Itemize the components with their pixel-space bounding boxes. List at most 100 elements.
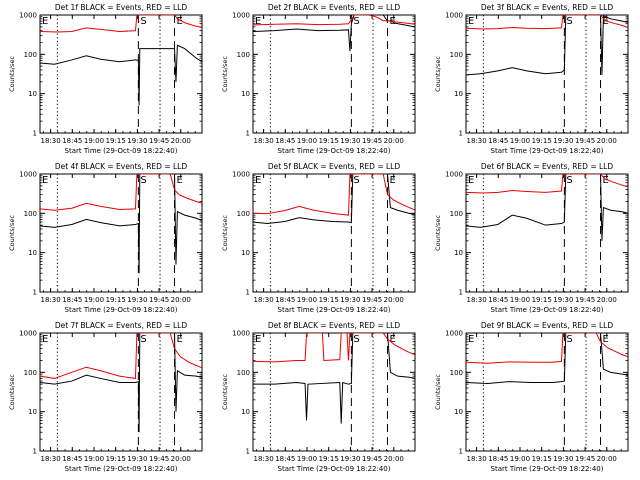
y-tick-label: 1000 (19, 12, 37, 20)
y-tick-label: 100 (237, 210, 250, 218)
marker-label-e: E (390, 334, 396, 345)
y-tick-label: 10 (28, 90, 37, 98)
y-axis-label: Counts/sec (8, 374, 16, 410)
x-tick-label: 19:15 (532, 455, 552, 463)
x-tick-label: 18:45 (275, 296, 295, 304)
x-tick-label: 18:30 (467, 455, 487, 463)
x-tick-label: 19:45 (149, 296, 169, 304)
corner-label-e: E (255, 175, 261, 186)
corner-label-e: E (468, 16, 474, 27)
x-tick-label: 20:00 (597, 137, 617, 145)
y-tick-label: 10 (28, 408, 37, 416)
corner-label-e: E (255, 334, 261, 345)
x-tick-label: 19:45 (575, 455, 595, 463)
marker-label-e: E (177, 334, 183, 345)
y-axis-label: Counts/sec (434, 215, 442, 251)
y-axis-label: Counts/sec (434, 56, 442, 92)
x-tick-label: 19:30 (340, 455, 360, 463)
y-tick-label: 100 (24, 210, 37, 218)
x-tick-label: 18:30 (254, 296, 274, 304)
panel-title: Det 1f BLACK = Events, RED = LLD (55, 3, 188, 12)
x-tick-label: 20:00 (171, 296, 191, 304)
y-tick-label: 10 (454, 408, 463, 416)
marker-label-e: E (603, 16, 609, 27)
x-tick-label: 19:00 (297, 296, 317, 304)
x-tick-label: 20:00 (384, 296, 404, 304)
y-tick-label: 1000 (445, 12, 463, 20)
x-axis-label: Start Time (29-Oct-09 18:22:40) (491, 465, 604, 473)
y-axis-label: Counts/sec (221, 215, 229, 251)
marker-label-e: E (390, 175, 396, 186)
x-tick-label: 19:30 (340, 296, 360, 304)
x-tick-label: 20:00 (384, 137, 404, 145)
corner-label-e: E (468, 175, 474, 186)
corner-label-e: E (255, 16, 261, 27)
x-axis-label: Start Time (29-Oct-09 18:22:40) (65, 306, 178, 314)
x-tick-label: 19:30 (340, 137, 360, 145)
y-tick-label: 1000 (445, 171, 463, 179)
y-tick-label: 1000 (445, 330, 463, 338)
plot-frame (39, 14, 203, 134)
y-axis-label: Counts/sec (221, 374, 229, 410)
marker-label-s: S (353, 16, 359, 27)
x-axis-label: Start Time (29-Oct-09 18:22:40) (491, 306, 604, 314)
x-tick-label: 18:45 (488, 137, 508, 145)
y-tick-label: 1000 (19, 171, 37, 179)
detector-panel-6: Det 6f BLACK = Events, RED = LLD Counts/s… (434, 162, 629, 314)
plot-frame (252, 14, 416, 134)
x-tick-label: 18:30 (254, 455, 274, 463)
y-tick-label: 100 (237, 51, 250, 59)
plot-frame (39, 332, 203, 452)
x-tick-label: 18:45 (62, 137, 82, 145)
x-tick-label: 18:30 (41, 455, 61, 463)
detector-panel-4: Det 4f BLACK = Events, RED = LLD Counts/s… (8, 162, 203, 314)
detector-panel-8: Det 8f BLACK = Events, RED = LLD Counts/s… (221, 321, 416, 473)
x-tick-label: 19:30 (553, 455, 573, 463)
x-axis-label: Start Time (29-Oct-09 18:22:40) (278, 147, 391, 155)
x-tick-label: 18:30 (467, 137, 487, 145)
x-tick-label: 19:15 (319, 455, 339, 463)
x-tick-label: 19:45 (575, 296, 595, 304)
series-events-line (253, 174, 415, 225)
x-tick-label: 18:45 (275, 455, 295, 463)
x-tick-label: 19:00 (84, 137, 104, 145)
x-tick-label: 18:45 (488, 296, 508, 304)
x-tick-label: 20:00 (384, 455, 404, 463)
marker-label-s: S (566, 334, 572, 345)
y-tick-label: 1 (246, 130, 250, 138)
x-tick-label: 19:15 (532, 137, 552, 145)
x-tick-label: 19:00 (510, 137, 530, 145)
x-tick-label: 19:30 (127, 296, 147, 304)
series-lld-line (40, 15, 202, 33)
x-tick-label: 19:00 (510, 455, 530, 463)
x-tick-label: 18:30 (41, 137, 61, 145)
x-tick-label: 18:30 (41, 296, 61, 304)
x-tick-label: 18:30 (254, 137, 274, 145)
marker-label-s: S (353, 334, 359, 345)
series-events-line (40, 174, 202, 274)
y-tick-label: 1000 (232, 171, 250, 179)
x-tick-label: 19:45 (149, 455, 169, 463)
x-tick-label: 20:00 (597, 296, 617, 304)
x-axis-label: Start Time (29-Oct-09 18:22:40) (278, 306, 391, 314)
x-tick-label: 19:45 (149, 137, 169, 145)
x-tick-label: 18:30 (467, 296, 487, 304)
detector-panel-7: Det 7f BLACK = Events, RED = LLD Counts/s… (8, 321, 203, 473)
x-tick-label: 20:00 (171, 137, 191, 145)
x-tick-label: 18:45 (488, 455, 508, 463)
panel-title: Det 8f BLACK = Events, RED = LLD (268, 321, 401, 330)
x-tick-label: 19:15 (532, 296, 552, 304)
y-tick-label: 10 (241, 249, 250, 257)
y-tick-label: 1 (246, 448, 250, 456)
series-events-line (466, 15, 628, 76)
detector-panel-2: Det 2f BLACK = Events, RED = LLD Counts/s… (221, 3, 416, 155)
x-tick-label: 20:00 (597, 455, 617, 463)
series-lld-line (466, 15, 628, 30)
x-tick-label: 19:15 (106, 137, 126, 145)
corner-label-e: E (42, 334, 48, 345)
y-axis-label: Counts/sec (221, 56, 229, 92)
detector-panel-3: Det 3f BLACK = Events, RED = LLD Counts/s… (434, 3, 629, 155)
x-tick-label: 18:45 (62, 296, 82, 304)
series-events-line (466, 174, 628, 241)
